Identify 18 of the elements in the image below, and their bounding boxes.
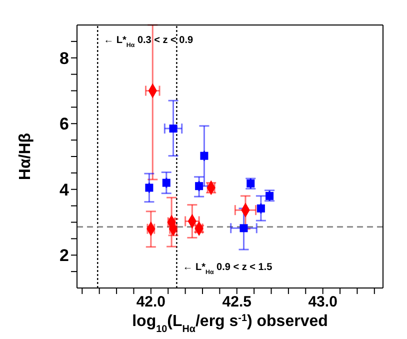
point [145, 184, 154, 192]
x-tick-label: 43.0 [308, 294, 338, 311]
point [169, 124, 178, 133]
y-tick-label: 2 [60, 246, 69, 266]
ref-line-label: ← L*$_{Hα}$ 0.3 < z < 0.9 [104, 35, 194, 48]
point [200, 152, 208, 160]
point [162, 178, 170, 187]
point [240, 224, 248, 232]
x-axis-title: log$_{10}$(L$_{Hα}$/erg s$^{-1}$) observed [132, 312, 328, 334]
point [195, 182, 204, 190]
y-tick-label: 8 [60, 48, 69, 68]
point [256, 204, 265, 212]
x-tick-label: 42.0 [136, 294, 166, 311]
ref-line-label: ← L*$_{Hα}$ 0.9 < z < 1.5 [182, 262, 273, 276]
y-tick-label: 6 [60, 114, 69, 134]
y-tick-label: 4 [60, 180, 70, 200]
x-tick-label: 42.5 [222, 294, 252, 311]
y-axis-title: Hα/Hβ [17, 132, 34, 180]
